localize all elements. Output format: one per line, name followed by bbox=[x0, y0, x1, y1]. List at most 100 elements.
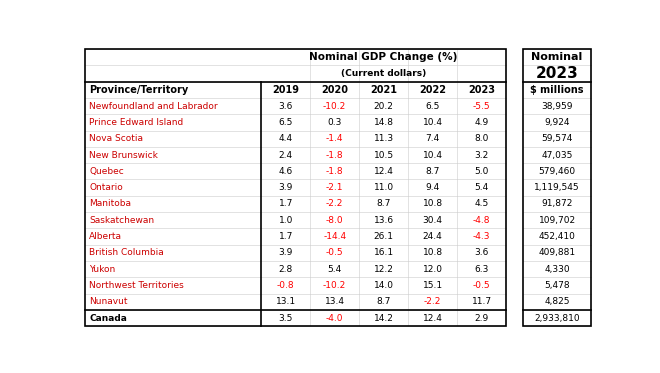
Text: Alberta: Alberta bbox=[89, 232, 122, 241]
Text: -2.2: -2.2 bbox=[424, 297, 442, 306]
Text: $ millions: $ millions bbox=[531, 85, 584, 95]
Text: 13.4: 13.4 bbox=[325, 297, 345, 306]
Text: 12.2: 12.2 bbox=[374, 265, 393, 274]
Text: 91,872: 91,872 bbox=[541, 200, 573, 209]
Text: Canada: Canada bbox=[89, 314, 127, 323]
Text: 1.0: 1.0 bbox=[279, 216, 293, 225]
Text: 8.0: 8.0 bbox=[475, 134, 489, 143]
Text: 0.3: 0.3 bbox=[327, 118, 342, 127]
Text: 5,478: 5,478 bbox=[544, 281, 570, 290]
Text: Yukon: Yukon bbox=[89, 265, 116, 274]
Text: 2.9: 2.9 bbox=[475, 314, 488, 323]
Text: 14.8: 14.8 bbox=[374, 118, 393, 127]
Text: -1.8: -1.8 bbox=[326, 167, 343, 176]
Text: 10.4: 10.4 bbox=[422, 151, 443, 160]
Text: 4.6: 4.6 bbox=[279, 167, 293, 176]
Text: 13.6: 13.6 bbox=[374, 216, 394, 225]
Text: 2023: 2023 bbox=[536, 66, 578, 81]
Text: 452,410: 452,410 bbox=[539, 232, 576, 241]
Text: Newfoundland and Labrador: Newfoundland and Labrador bbox=[89, 101, 218, 111]
Text: 14.2: 14.2 bbox=[374, 314, 393, 323]
Text: 2.8: 2.8 bbox=[279, 265, 293, 274]
Text: 20.2: 20.2 bbox=[374, 101, 393, 111]
Text: 10.8: 10.8 bbox=[422, 248, 443, 257]
Text: 9,924: 9,924 bbox=[544, 118, 570, 127]
Text: 3.6: 3.6 bbox=[279, 101, 293, 111]
Text: 10.5: 10.5 bbox=[374, 151, 394, 160]
Text: 2023: 2023 bbox=[468, 85, 495, 95]
Text: -4.8: -4.8 bbox=[473, 216, 490, 225]
Text: 12.4: 12.4 bbox=[374, 167, 393, 176]
Text: -10.2: -10.2 bbox=[323, 101, 346, 111]
Text: -10.2: -10.2 bbox=[323, 281, 346, 290]
Text: 12.0: 12.0 bbox=[422, 265, 443, 274]
Text: 4,825: 4,825 bbox=[544, 297, 570, 306]
Text: 2022: 2022 bbox=[419, 85, 446, 95]
Text: -1.4: -1.4 bbox=[326, 134, 343, 143]
Text: 47,035: 47,035 bbox=[541, 151, 573, 160]
Text: Nunavut: Nunavut bbox=[89, 297, 127, 306]
Text: 2.4: 2.4 bbox=[279, 151, 293, 160]
Bar bbox=[85, 49, 506, 326]
Text: -0.8: -0.8 bbox=[277, 281, 294, 290]
Text: Nominal: Nominal bbox=[531, 52, 583, 62]
Text: Saskatchewan: Saskatchewan bbox=[89, 216, 154, 225]
Text: 2019: 2019 bbox=[272, 85, 299, 95]
Text: 7.4: 7.4 bbox=[426, 134, 440, 143]
Text: 3.6: 3.6 bbox=[475, 248, 489, 257]
Text: 3.2: 3.2 bbox=[475, 151, 488, 160]
Text: 59,574: 59,574 bbox=[541, 134, 573, 143]
Text: 9.4: 9.4 bbox=[426, 183, 440, 192]
Text: Nominal GDP Change (%): Nominal GDP Change (%) bbox=[310, 52, 458, 62]
Text: Northwest Territories: Northwest Territories bbox=[89, 281, 184, 290]
Text: 16.1: 16.1 bbox=[374, 248, 394, 257]
Text: 6.3: 6.3 bbox=[475, 265, 489, 274]
Text: 24.4: 24.4 bbox=[422, 232, 442, 241]
Text: 11.0: 11.0 bbox=[374, 183, 394, 192]
Text: 2,933,810: 2,933,810 bbox=[535, 314, 580, 323]
Text: Quebec: Quebec bbox=[89, 167, 124, 176]
Text: 4,330: 4,330 bbox=[544, 265, 570, 274]
Text: 109,702: 109,702 bbox=[539, 216, 576, 225]
Text: 14.0: 14.0 bbox=[374, 281, 393, 290]
Text: (Current dollars): (Current dollars) bbox=[341, 69, 426, 78]
Text: -0.5: -0.5 bbox=[473, 281, 490, 290]
Text: 15.1: 15.1 bbox=[422, 281, 443, 290]
Text: 10.8: 10.8 bbox=[422, 200, 443, 209]
Text: 2020: 2020 bbox=[321, 85, 348, 95]
Text: 8.7: 8.7 bbox=[376, 297, 391, 306]
Text: -8.0: -8.0 bbox=[326, 216, 343, 225]
Text: 26.1: 26.1 bbox=[374, 232, 393, 241]
Text: 12.4: 12.4 bbox=[422, 314, 443, 323]
Text: 579,460: 579,460 bbox=[539, 167, 576, 176]
Text: -1.8: -1.8 bbox=[326, 151, 343, 160]
Text: 11.3: 11.3 bbox=[374, 134, 394, 143]
Text: Ontario: Ontario bbox=[89, 183, 123, 192]
Text: 5.4: 5.4 bbox=[475, 183, 488, 192]
Text: 5.4: 5.4 bbox=[327, 265, 342, 274]
Bar bbox=[523, 49, 591, 326]
Text: -4.0: -4.0 bbox=[326, 314, 343, 323]
Text: 3.9: 3.9 bbox=[279, 248, 293, 257]
Text: 3.5: 3.5 bbox=[279, 314, 293, 323]
Text: -14.4: -14.4 bbox=[323, 232, 346, 241]
Text: Province/Territory: Province/Territory bbox=[89, 85, 188, 95]
Text: New Brunswick: New Brunswick bbox=[89, 151, 158, 160]
Text: Manitoba: Manitoba bbox=[89, 200, 131, 209]
Text: 30.4: 30.4 bbox=[422, 216, 443, 225]
Text: Nova Scotia: Nova Scotia bbox=[89, 134, 143, 143]
Text: 4.9: 4.9 bbox=[475, 118, 488, 127]
Text: 1.7: 1.7 bbox=[279, 200, 293, 209]
Text: Prince Edward Island: Prince Edward Island bbox=[89, 118, 183, 127]
Text: 38,959: 38,959 bbox=[541, 101, 573, 111]
Text: 5.0: 5.0 bbox=[475, 167, 489, 176]
Text: -5.5: -5.5 bbox=[473, 101, 490, 111]
Text: -2.1: -2.1 bbox=[326, 183, 343, 192]
Text: -4.3: -4.3 bbox=[473, 232, 490, 241]
Text: 1,119,545: 1,119,545 bbox=[535, 183, 580, 192]
Text: 13.1: 13.1 bbox=[276, 297, 296, 306]
Text: 11.7: 11.7 bbox=[471, 297, 492, 306]
Text: 6.5: 6.5 bbox=[426, 101, 440, 111]
Text: 8.7: 8.7 bbox=[426, 167, 440, 176]
Text: 4.4: 4.4 bbox=[279, 134, 293, 143]
